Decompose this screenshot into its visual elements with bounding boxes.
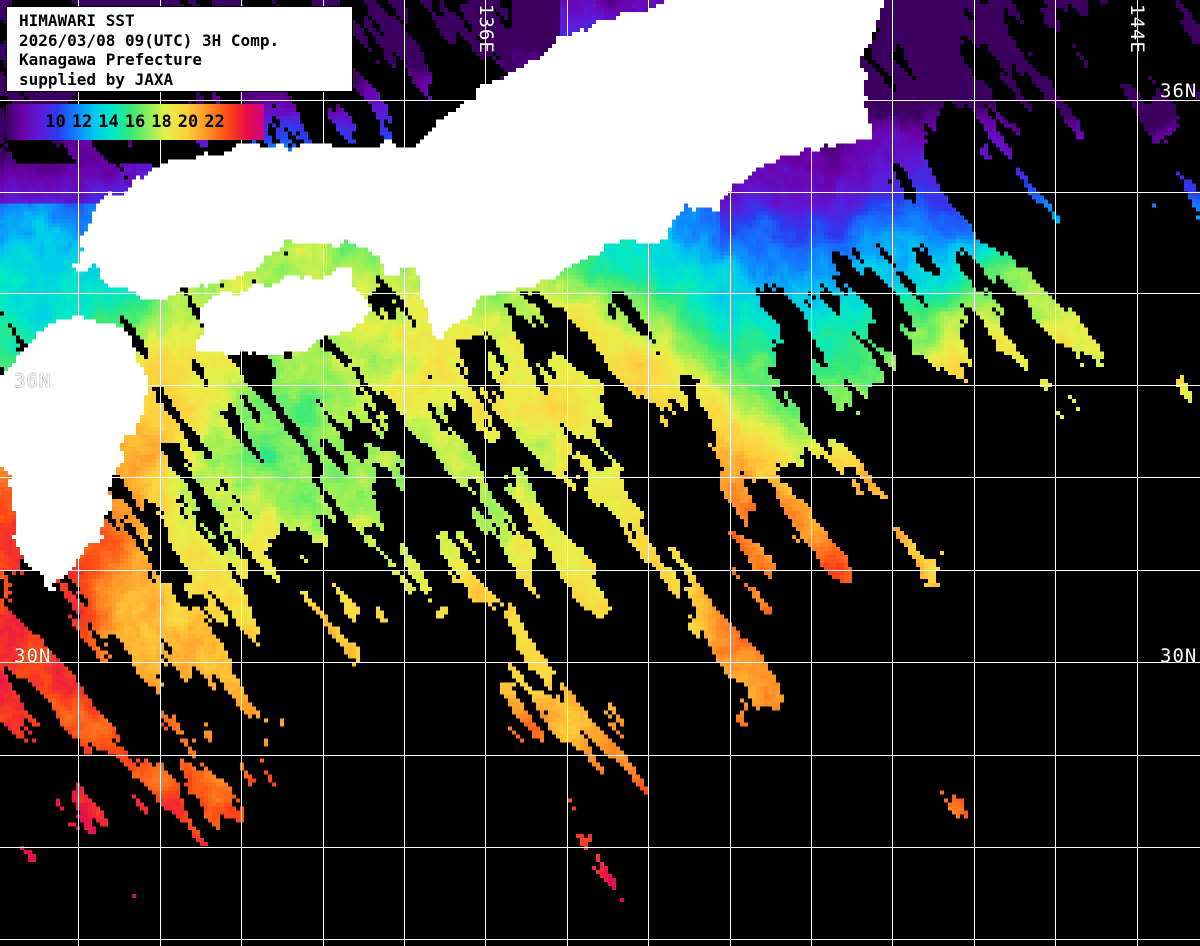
colorbar-tick: 10 xyxy=(45,112,66,132)
colorbar-tick: 18 xyxy=(151,112,172,132)
product-supplier: supplied by JAXA xyxy=(19,69,174,89)
product-title: HIMAWARI SST xyxy=(19,11,135,30)
colorbar-tick: 12 xyxy=(71,112,93,132)
product-organization: Kanagawa Prefecture xyxy=(19,50,203,69)
map-title-box: HIMAWARI SST 2026/03/08 09(UTC) 3H Comp.… xyxy=(6,6,353,92)
product-datetime: 2026/03/08 09(UTC) 3H Comp. xyxy=(19,30,280,50)
colorbar-tick: 22 xyxy=(204,112,225,132)
colorbar-tick: 14 xyxy=(98,112,119,132)
colorbar-tick: 20 xyxy=(177,112,199,132)
colorbar-tick-labels: 10 12 14 16 18 20 22 xyxy=(6,104,264,140)
colorbar-tick: 16 xyxy=(124,112,146,132)
sst-colorbar: 10 12 14 16 18 20 22 xyxy=(6,104,264,140)
colorbar-gradient xyxy=(6,104,264,140)
